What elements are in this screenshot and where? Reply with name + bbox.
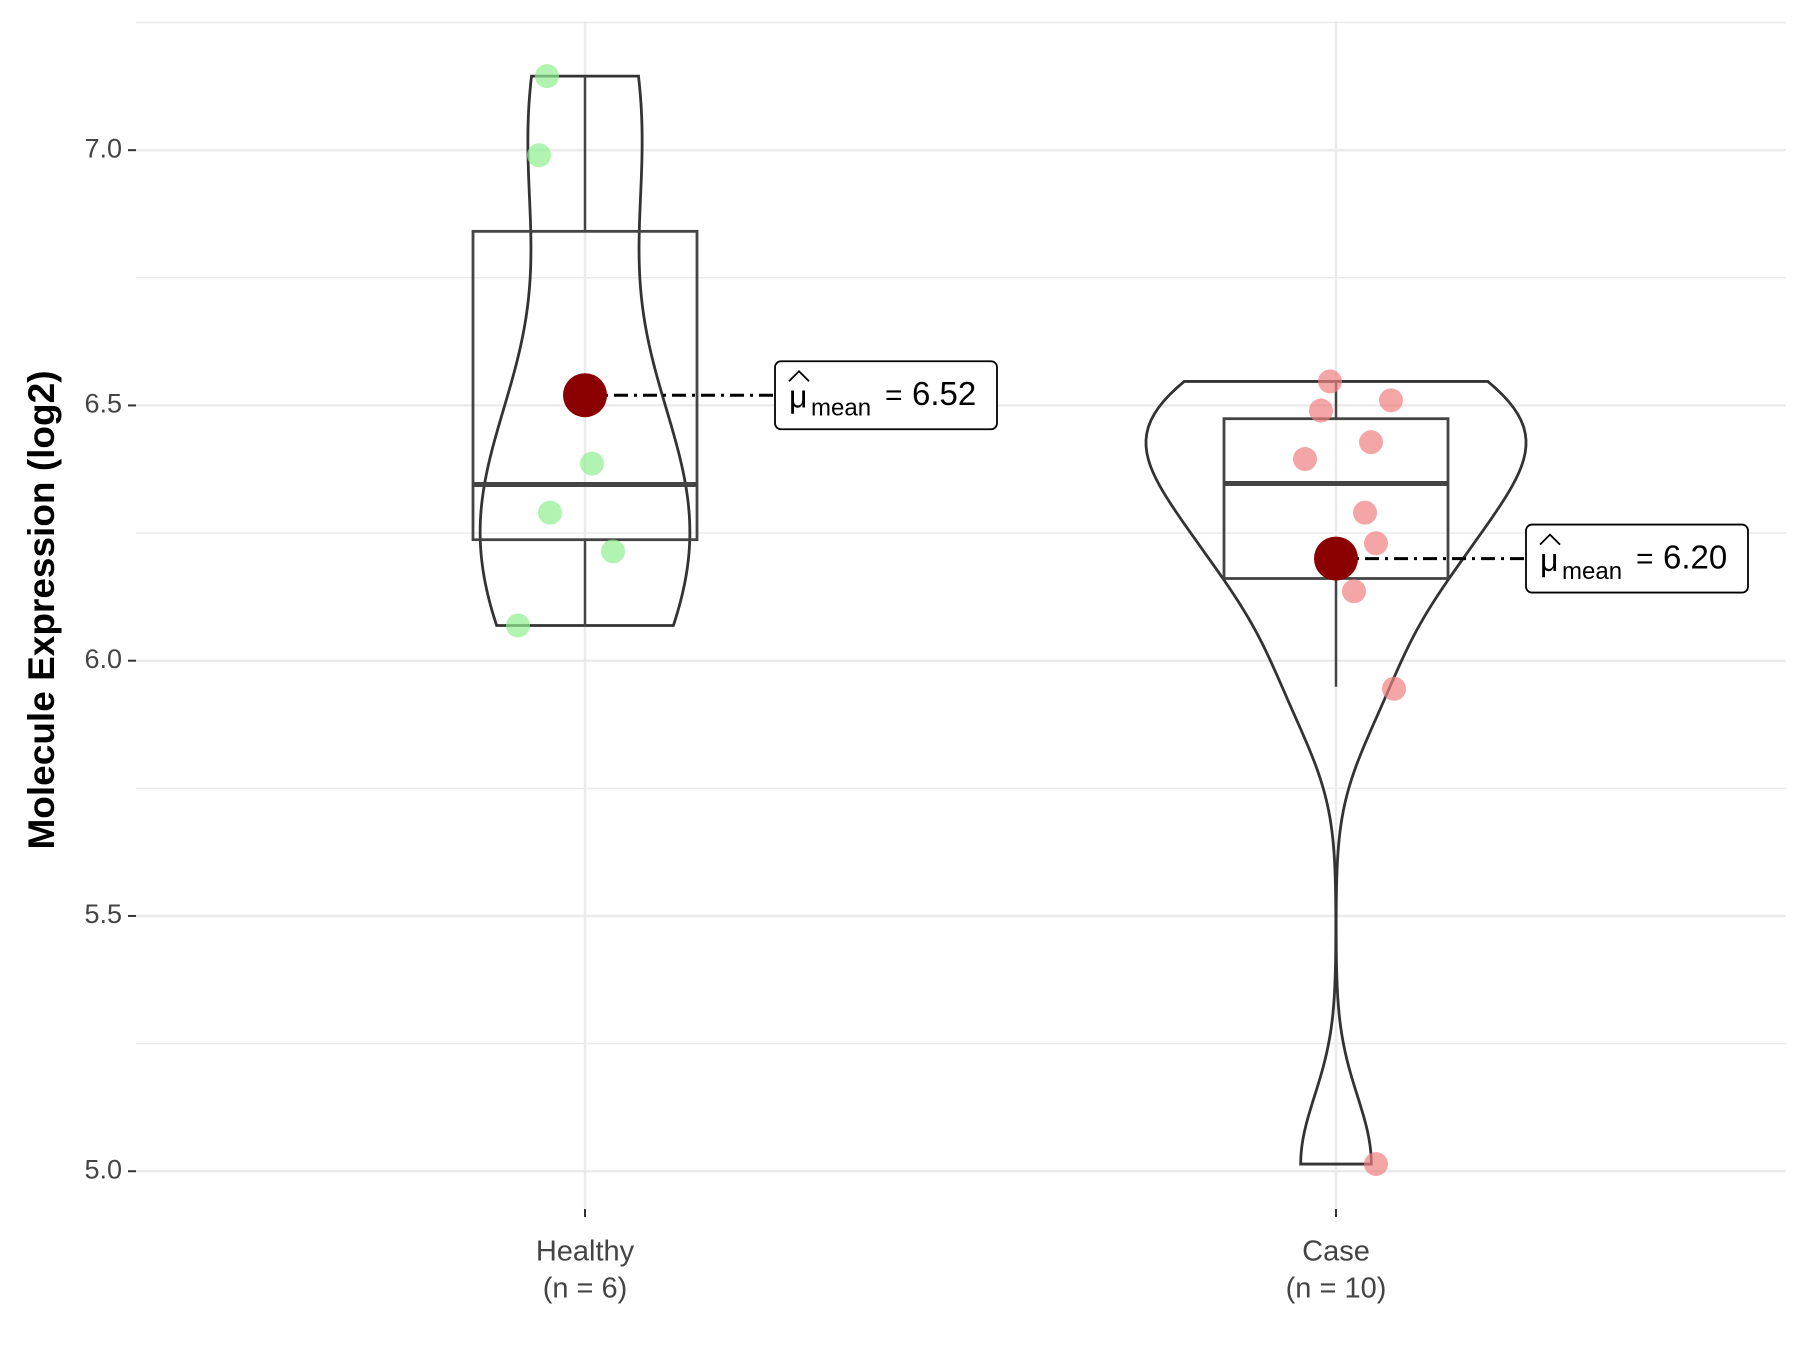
y-tick-label: 7.0 [84,133,122,163]
mean-hat [788,369,810,382]
violin [478,74,692,627]
mean-point [563,373,607,418]
y-tick-label: 6.5 [84,389,122,419]
y-tick-label: 6.0 [84,644,122,674]
point [1353,500,1377,525]
x-tick-sublabel: (n = 6) [543,1273,628,1305]
mean-equals: = [1636,543,1654,576]
x-tick-sublabel: (n = 10) [1286,1273,1387,1305]
point [1382,676,1406,701]
mean-label-box [774,360,998,431]
mean-value-label: 6.52 [912,375,976,412]
box [471,229,699,542]
x-tick-label: Healthy [536,1236,635,1268]
point [538,500,562,525]
point [1293,447,1317,472]
mean-subscript: mean [1562,558,1622,585]
violin [1144,380,1528,1166]
point [1364,531,1388,556]
point [535,64,559,89]
point [527,143,551,168]
mean-hat [1539,533,1561,546]
mean-symbol: μ [789,379,807,415]
point [506,613,530,638]
y-tick-label: 5.0 [84,1154,122,1184]
point [1364,1152,1388,1177]
y-tick-label: 5.5 [84,899,122,929]
y-axis-title: Molecule Expression (log2) [21,370,62,849]
x-tick-label: Case [1302,1236,1370,1268]
mean-value-label: 6.20 [1663,538,1727,575]
mean-point [1314,536,1358,581]
point [1318,369,1342,394]
point [601,539,625,564]
point [1342,579,1366,604]
point [1379,388,1403,413]
point [580,451,604,476]
mean-subscript: mean [811,395,871,422]
mean-symbol: μ [1540,542,1558,578]
mean-equals: = [885,379,903,412]
point [1359,430,1383,455]
mean-label-box [1525,523,1749,594]
point [1309,398,1333,423]
